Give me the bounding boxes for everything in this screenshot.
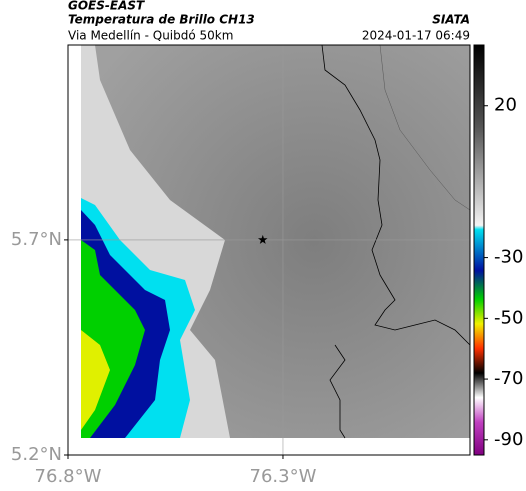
y-tick-label: 5.7°N [11,229,62,250]
colorbar-tick-label: -30 [494,247,523,268]
y-tick-label: 5.2°N [11,444,62,465]
timestamp: 2024-01-17 06:49 [362,29,470,43]
x-tick-label: 76.3°W [250,466,317,487]
colorbar [473,44,485,456]
product: Temperatura de Brillo CH13 [68,13,255,27]
colorbar-tick-label: -70 [494,368,523,389]
colorbar-tick-label: 20 [494,95,517,116]
region: Via Medellín - Quibdó 50km [68,29,233,43]
colorbar-tick-label: -90 [494,429,523,450]
source: SIATA [432,13,470,27]
frame [67,44,471,456]
colorbar-tick-label: -50 [494,307,523,328]
location-marker [258,234,268,244]
satellite: GOES-EAST [68,0,145,13]
x-tick-label: 76.8°W [35,466,102,487]
raster [81,44,471,439]
